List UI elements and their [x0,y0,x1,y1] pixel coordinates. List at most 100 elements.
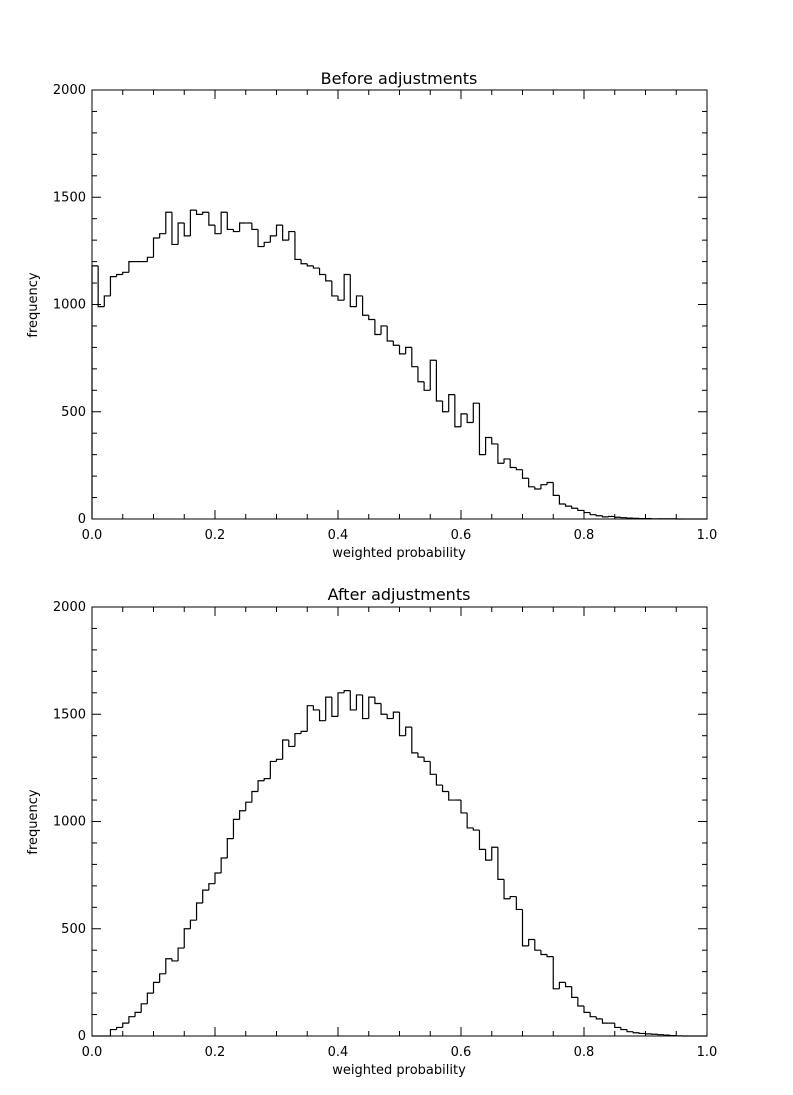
y-tick-label: 2000 [53,600,86,615]
histogram-bin [362,295,369,316]
histogram-bin [435,774,443,786]
histogram-bin [429,761,437,775]
histogram-bin [239,810,246,820]
histogram-bin [515,467,523,471]
histogram-bin [263,778,271,781]
histogram-bin [312,705,320,711]
histogram-bin [140,1003,148,1013]
chart-title: After adjustments [328,585,471,604]
histogram-bin [208,883,215,891]
histogram-bin [386,714,394,720]
histogram-bin [116,1026,123,1030]
histogram-bin [288,739,295,748]
histogram-bin [300,730,308,734]
plot-frame [91,89,708,520]
histogram-bin [349,274,357,308]
histogram-bin [478,830,486,850]
histogram-bin [177,222,185,245]
histogram-bin [589,1012,597,1018]
histogram-bin [214,225,222,235]
plot-area [91,89,708,520]
histogram-bin [306,263,314,267]
histogram-bin [275,224,283,236]
histogram-bin [638,1032,646,1035]
histogram-bin [146,992,154,1004]
histogram-bin [423,381,431,391]
histogram-bin [472,402,480,423]
histogram-bin [509,895,517,899]
histogram-bin [466,812,474,829]
histogram-bin [269,235,277,243]
histogram-bin [577,508,584,512]
histogram-bin [189,919,197,929]
histogram-bin [509,458,517,469]
histogram-bin [485,849,492,861]
histogram-bin [165,211,172,234]
histogram-bin [195,210,203,216]
histogram-bin [159,973,166,983]
histogram-bin [632,1031,640,1034]
histogram-bin [146,256,154,262]
histogram-bin [386,325,394,342]
histogram-bin [183,222,191,237]
histogram-bin [282,225,289,241]
histogram-bin [128,1016,136,1024]
histogram-bin [232,229,240,233]
histogram-bin [441,401,449,413]
histogram-bin [380,325,388,335]
histogram-bin [226,838,234,858]
histogram-bin [331,280,338,297]
histogram-bin [497,847,505,881]
histogram-bin [312,265,320,269]
histogram-bin [171,212,179,246]
y-tick-label: 1000 [53,298,86,313]
x-tick-label: 0.8 [574,1045,595,1060]
histogram-bin [448,393,455,412]
histogram-bin [521,469,529,479]
y-tick-label: 1500 [53,190,86,205]
x-tick-label: 1.0 [697,1045,718,1060]
histogram-bin [460,800,468,814]
histogram-bin [208,212,215,226]
x-tick-label: 0.4 [328,528,349,543]
histogram-bin [245,801,252,811]
x-tick-labels: 0.0 0.2 0.4 0.6 0.8 1.0 [82,1045,718,1060]
y-tick-label: 1500 [53,707,86,722]
histogram-bin [491,846,498,861]
histogram-bin [460,413,468,427]
histogram-bin [423,757,431,763]
histogram-bin [552,956,560,990]
y-tick-label: 0 [78,512,86,527]
x-tick-labels: 0.0 0.2 0.4 0.6 0.8 1.0 [82,528,718,543]
histogram-bin [362,694,369,720]
histogram-bin [337,295,345,301]
histogram-bin [202,889,209,904]
histogram-bin [398,712,406,737]
x-tick-label: 0.8 [574,528,595,543]
histogram-bin [521,909,529,947]
y-tick-label: 500 [61,405,86,420]
histogram-bin [189,209,197,236]
histogram-bin [571,986,578,998]
histogram-bin [546,481,554,485]
histogram-bin [257,229,265,248]
histogram-bin [251,222,259,231]
histogram-bin [116,273,123,277]
histogram-bin [583,1005,591,1013]
histogram-bin [503,458,511,464]
histogram-bin [374,319,382,336]
histogram-bin [601,515,609,518]
histogram-bin [546,954,554,958]
y-axis-label: frequency [26,789,41,855]
histogram-bin [583,510,591,514]
histogram-bin [405,726,412,736]
histogram-bin [122,1022,129,1028]
plot-area [91,606,708,1037]
x-tick-label: 0.0 [82,528,103,543]
histogram-bin [343,273,351,301]
histogram-after-panel: After adjustments 0.0 0.2 0.4 0.6 0.8 1.0 0 50… [26,585,717,1078]
histogram-bin [528,938,535,946]
histogram-bin [411,347,418,368]
histogram-bin [429,359,437,391]
histogram-bin [571,506,578,509]
